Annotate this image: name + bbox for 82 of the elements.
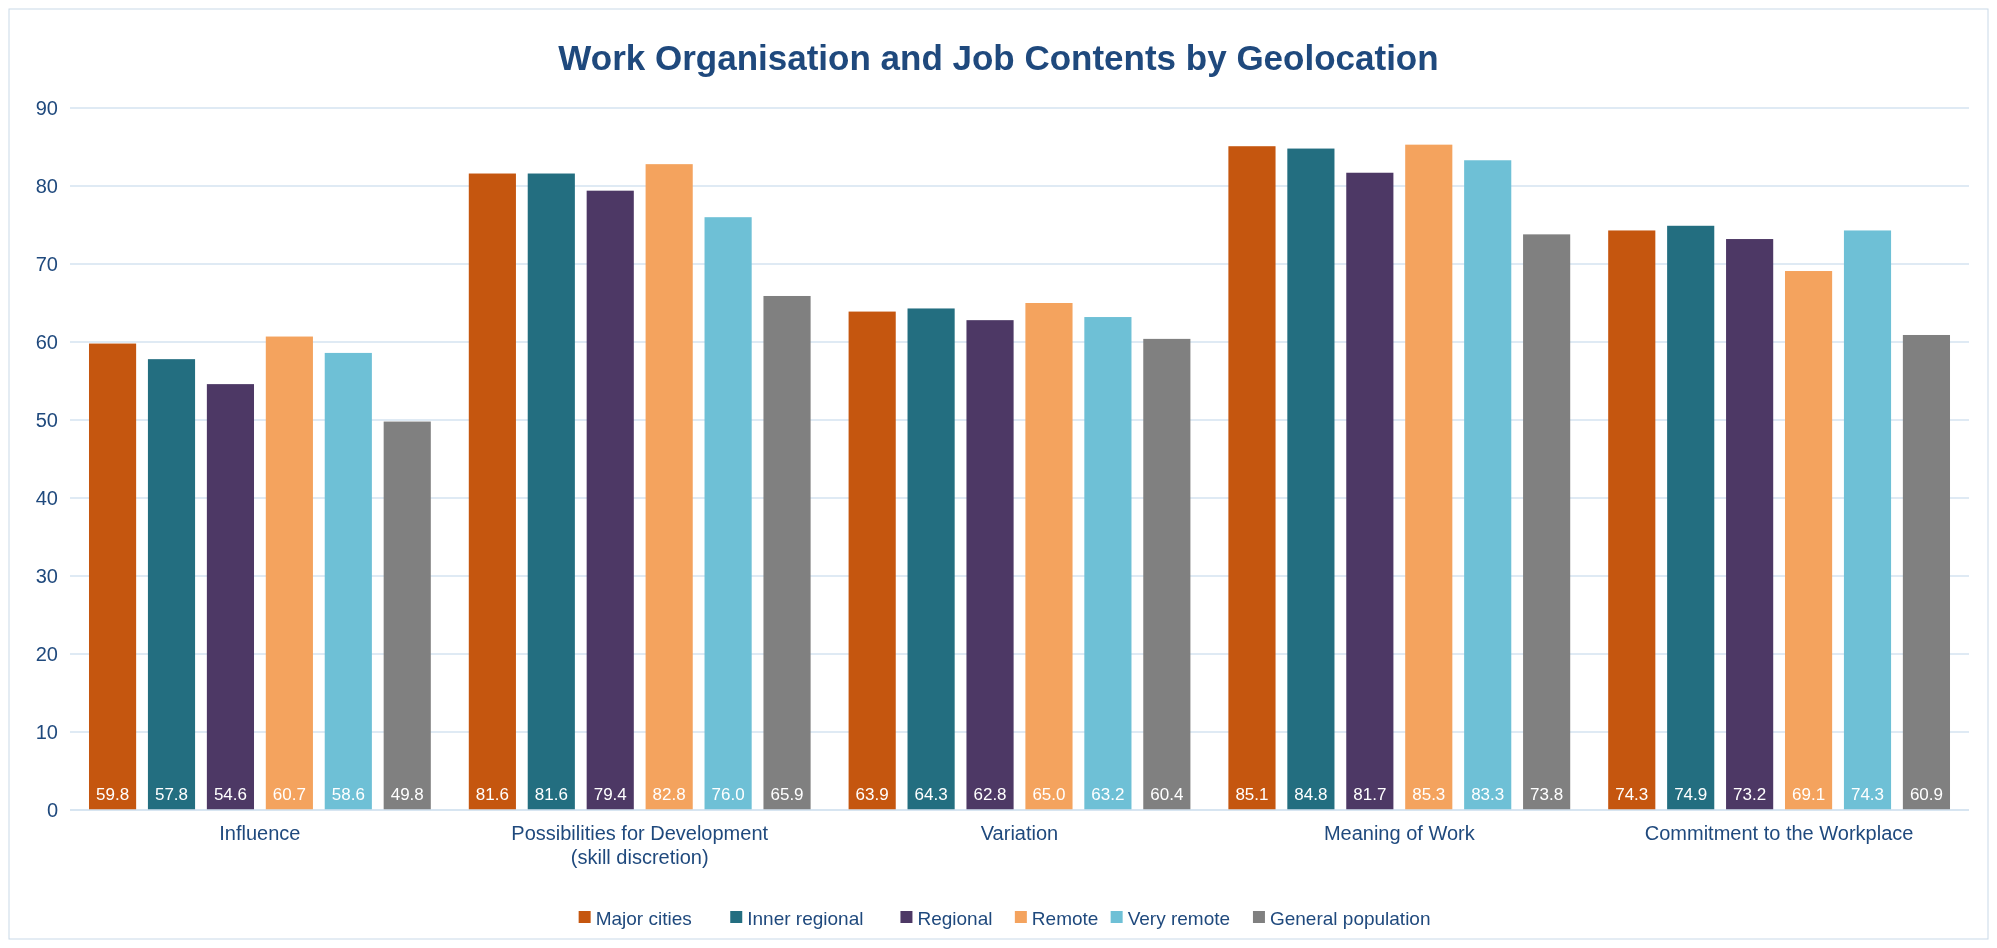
data-label: 81.6 bbox=[534, 785, 568, 804]
bar bbox=[1608, 230, 1656, 810]
data-label: 74.9 bbox=[1674, 785, 1708, 804]
bar bbox=[147, 359, 196, 810]
x-tick-label: Meaning of Work bbox=[1323, 822, 1476, 844]
bar bbox=[586, 190, 634, 810]
data-label: 76.0 bbox=[711, 785, 745, 804]
y-tick-label: 20 bbox=[35, 643, 58, 665]
data-label: 63.2 bbox=[1091, 785, 1125, 804]
y-tick-label: 40 bbox=[35, 487, 58, 509]
data-label: 60.4 bbox=[1150, 785, 1184, 804]
data-label: 54.6 bbox=[213, 785, 247, 804]
bar bbox=[1228, 146, 1276, 810]
data-label: 63.9 bbox=[855, 785, 889, 804]
bar bbox=[645, 164, 693, 810]
x-tick-label: Possibilities for Development (skill discretion) bbox=[511, 822, 769, 868]
x-tick-label: Commitment to the Workplace bbox=[1644, 822, 1914, 844]
bar bbox=[1025, 303, 1073, 810]
y-tick-label: 70 bbox=[35, 253, 58, 275]
data-label: 85.3 bbox=[1412, 785, 1446, 804]
y-tick-label: 80 bbox=[35, 175, 58, 197]
data-label: 83.3 bbox=[1471, 785, 1505, 804]
bar bbox=[1667, 225, 1715, 810]
data-label: 81.7 bbox=[1353, 785, 1387, 804]
bar bbox=[1902, 334, 1951, 810]
bar bbox=[88, 343, 137, 810]
data-label: 74.3 bbox=[1615, 785, 1649, 804]
bar bbox=[763, 295, 811, 810]
data-label: 59.8 bbox=[96, 785, 130, 804]
data-label: 60.7 bbox=[272, 785, 306, 804]
bar bbox=[383, 421, 431, 810]
data-label: 73.8 bbox=[1530, 785, 1564, 804]
bar bbox=[1523, 234, 1571, 810]
y-tick-label: 90 bbox=[35, 97, 58, 119]
data-label: 65.9 bbox=[770, 785, 804, 804]
bar bbox=[907, 308, 955, 810]
data-label: 74.3 bbox=[1850, 785, 1885, 804]
data-label: 58.6 bbox=[331, 785, 365, 804]
y-tick-label: 60 bbox=[35, 331, 58, 353]
bar bbox=[1843, 230, 1892, 810]
bar bbox=[1287, 148, 1335, 810]
x-tick-label: Variation bbox=[980, 822, 1059, 844]
legend-label: General population bbox=[1269, 907, 1431, 929]
data-label: 73.2 bbox=[1733, 785, 1767, 804]
y-tick-label: 10 bbox=[35, 721, 58, 743]
y-tick-label: 0 bbox=[46, 799, 58, 821]
data-label: 57.8 bbox=[154, 785, 189, 804]
bar bbox=[206, 384, 255, 810]
data-label: 60.9 bbox=[1909, 785, 1943, 804]
data-label: 69.1 bbox=[1792, 785, 1826, 804]
data-label: 79.4 bbox=[593, 785, 627, 804]
bar bbox=[468, 173, 516, 810]
bar bbox=[966, 320, 1014, 810]
y-tick-label: 50 bbox=[35, 409, 58, 431]
bar bbox=[1726, 239, 1774, 810]
bar bbox=[1346, 172, 1394, 810]
data-label: 85.1 bbox=[1235, 785, 1269, 804]
data-label: 84.8 bbox=[1294, 785, 1328, 804]
bar bbox=[324, 352, 372, 810]
bar bbox=[527, 173, 575, 810]
legend-label: Major cities bbox=[595, 907, 692, 929]
x-tick-label: Influence bbox=[219, 822, 301, 844]
chart-title: Work Organisation and Job Contents by Geolocation bbox=[558, 38, 1439, 77]
data-label: 82.8 bbox=[652, 785, 686, 804]
bar bbox=[1084, 317, 1132, 810]
legend-label: Inner regional bbox=[747, 907, 864, 929]
legend-label: Very remote bbox=[1127, 907, 1231, 929]
data-label: 65.0 bbox=[1032, 785, 1066, 804]
bar bbox=[1405, 144, 1453, 810]
y-tick-label: 30 bbox=[35, 565, 58, 587]
bar bbox=[1784, 271, 1833, 810]
bar bbox=[848, 311, 896, 810]
legend-label: Remote bbox=[1031, 907, 1099, 929]
data-label: 64.3 bbox=[914, 785, 948, 804]
bar bbox=[265, 336, 313, 810]
bar bbox=[1143, 338, 1191, 810]
bar bbox=[1464, 160, 1512, 810]
data-label: 81.6 bbox=[475, 785, 509, 804]
bar bbox=[704, 217, 752, 810]
legend-label: Regional bbox=[917, 907, 993, 929]
data-label: 49.8 bbox=[390, 785, 424, 804]
data-label: 62.8 bbox=[973, 785, 1007, 804]
